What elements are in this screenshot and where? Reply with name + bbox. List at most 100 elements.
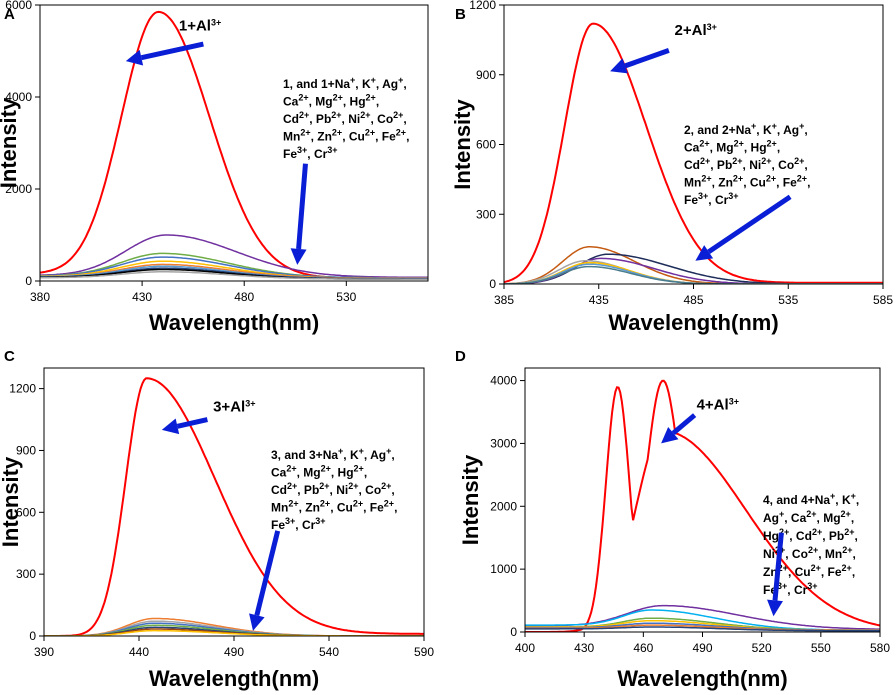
annotation-ions-line: Fe3+, Cr3+ bbox=[684, 191, 739, 207]
y-tick-label: 600 bbox=[16, 505, 36, 519]
arrow-head bbox=[290, 248, 307, 265]
x-axis-label: Wavelength(nm) bbox=[149, 310, 319, 335]
annotation-ions-line: Ca2+, Mg2+, Hg2+, bbox=[271, 464, 367, 480]
annotation-al: 3+Al3+ bbox=[213, 398, 255, 415]
panel-letter: B bbox=[455, 6, 466, 23]
x-tick-label: 430 bbox=[132, 290, 152, 304]
arrow-head bbox=[767, 599, 783, 617]
y-tick-label: 4000 bbox=[490, 374, 517, 388]
y-axis-label: Intensity bbox=[0, 97, 21, 188]
series-group bbox=[525, 379, 880, 632]
annotation-ions-line: 2, and 2+Na+, K+, Ag+, bbox=[684, 121, 808, 137]
y-axis-label: Intensity bbox=[450, 99, 475, 190]
series-group bbox=[44, 377, 424, 636]
y-tick-label: 0 bbox=[510, 625, 517, 639]
y-tick-label: 1000 bbox=[490, 562, 517, 576]
x-tick-label: 440 bbox=[129, 645, 149, 659]
y-tick-label: 0 bbox=[29, 629, 36, 643]
series-line-ion bbox=[40, 234, 428, 279]
annotation-ions-line: 4, and 4+Na+, K+, bbox=[763, 491, 859, 507]
y-tick-label: 900 bbox=[476, 68, 496, 82]
annotation-ions-line: Fe3+, Cr3+ bbox=[283, 145, 338, 161]
plot-frame bbox=[39, 4, 429, 282]
x-tick-label: 485 bbox=[683, 293, 703, 307]
x-tick-label: 400 bbox=[515, 641, 535, 655]
panel-c: 390 440 490 540 590 0 300 600 900 1200 Wavelength(… bbox=[0, 348, 434, 691]
series-line-al bbox=[44, 377, 424, 636]
x-tick-label: 490 bbox=[692, 641, 712, 655]
annotation-ions-line: 1, and 1+Na+, K+, Ag+, bbox=[283, 75, 407, 91]
x-tick-label: 540 bbox=[319, 645, 339, 659]
x-tick-label: 585 bbox=[873, 293, 893, 307]
panel-d: 400 430 460 490 520 550 580 0 1000 2000 3000 4000 Wa… bbox=[455, 348, 890, 691]
x-tick-label: 460 bbox=[633, 641, 653, 655]
arrow-head bbox=[695, 245, 714, 261]
arrow-head bbox=[249, 613, 265, 631]
panel-a: 380 430 480 530 0 2000 4000 6000 Wavelength(nm) I… bbox=[0, 0, 429, 335]
annotation-ions-line: Ca2+, Mg2+, Hg2+, bbox=[684, 139, 780, 155]
y-tick-label: 1200 bbox=[9, 382, 36, 396]
y-tick-label: 2000 bbox=[5, 182, 32, 196]
y-tick-label: 1200 bbox=[469, 0, 496, 12]
x-tick-label: 380 bbox=[30, 290, 50, 304]
x-axis-label: Wavelength(nm) bbox=[608, 310, 778, 335]
x-tick-label: 435 bbox=[589, 293, 609, 307]
y-tick-label: 6000 bbox=[5, 0, 32, 12]
x-tick-label: 535 bbox=[778, 293, 798, 307]
x-tick-label: 530 bbox=[336, 290, 356, 304]
arrow-head bbox=[161, 418, 180, 435]
annotation-ions-line: Fe3+, Cr3+ bbox=[271, 516, 326, 532]
series-line-al bbox=[40, 10, 428, 280]
arrow-shaft bbox=[254, 530, 281, 616]
annotation-al: 4+Al3+ bbox=[697, 396, 739, 413]
y-tick-label: 300 bbox=[16, 567, 36, 581]
series-line-ion bbox=[40, 271, 428, 280]
x-tick-label: 480 bbox=[234, 290, 254, 304]
annotation-ions-line: Zn2+, Cu2+, Fe2+, bbox=[763, 563, 855, 579]
annotation-ions-line: Ca2+, Mg2+, Hg2+, bbox=[283, 93, 379, 109]
y-axis-label: Intensity bbox=[0, 456, 23, 547]
x-tick-label: 430 bbox=[574, 641, 594, 655]
panel-letter: D bbox=[455, 348, 466, 365]
arrow-head bbox=[661, 426, 679, 444]
arrow-shaft bbox=[140, 41, 204, 61]
annotation-ions-line: Cd2+, Pb2+, Ni2+, Co2+, bbox=[271, 481, 395, 497]
arrow-shaft bbox=[772, 532, 784, 601]
panel-letter: C bbox=[4, 348, 15, 365]
y-tick-label: 0 bbox=[489, 277, 496, 291]
series-group bbox=[40, 10, 428, 280]
arrow-head bbox=[125, 49, 144, 66]
panel-b: 385 435 485 535 585 0 300 600 900 1200 Wavelength(… bbox=[450, 0, 893, 335]
y-tick-label: 900 bbox=[16, 443, 36, 457]
annotation-ions-line: Fe3+, Cr3+ bbox=[763, 581, 818, 597]
arrow-shaft bbox=[176, 417, 208, 429]
arrow-head bbox=[610, 58, 628, 74]
annotation-ions-line: Cd2+, Pb2+, Ni2+, Co2+, bbox=[684, 156, 808, 172]
x-tick-label: 385 bbox=[494, 293, 514, 307]
annotation-ions-line: Hg2+, Cd2+, Pb2+, bbox=[763, 527, 858, 543]
arrow-shaft bbox=[671, 413, 697, 436]
y-axis-label: Intensity bbox=[458, 454, 483, 545]
x-tick-label: 390 bbox=[34, 645, 54, 659]
arrow-shaft bbox=[707, 194, 792, 254]
y-tick-label: 2000 bbox=[490, 499, 517, 513]
series-line-al bbox=[504, 22, 883, 284]
annotation-ions-line: Mn2+, Zn2+, Cu2+, Fe2+, bbox=[684, 174, 810, 190]
y-tick-label: 3000 bbox=[490, 436, 517, 450]
x-tick-label: 590 bbox=[414, 645, 434, 659]
annotation-al: 2+Al3+ bbox=[675, 22, 717, 39]
y-tick-label: 4000 bbox=[5, 90, 32, 104]
y-tick-label: 300 bbox=[476, 207, 496, 221]
x-tick-label: 490 bbox=[224, 645, 244, 659]
arrow-shaft bbox=[624, 47, 670, 69]
series-line-ion bbox=[504, 246, 883, 284]
x-tick-label: 550 bbox=[811, 641, 831, 655]
annotation-ions-line: Mn2+, Zn2+, Cu2+, Fe2+, bbox=[283, 128, 409, 144]
y-tick-label: 600 bbox=[476, 138, 496, 152]
y-tick-label: 0 bbox=[25, 274, 32, 288]
arrow-shaft bbox=[296, 163, 308, 250]
series-line-ion bbox=[525, 626, 880, 632]
annotation-ions-line: Cd2+, Pb2+, Ni2+, Co2+, bbox=[283, 110, 407, 126]
series-line-ion bbox=[44, 629, 424, 636]
series-line-ion bbox=[504, 265, 883, 284]
